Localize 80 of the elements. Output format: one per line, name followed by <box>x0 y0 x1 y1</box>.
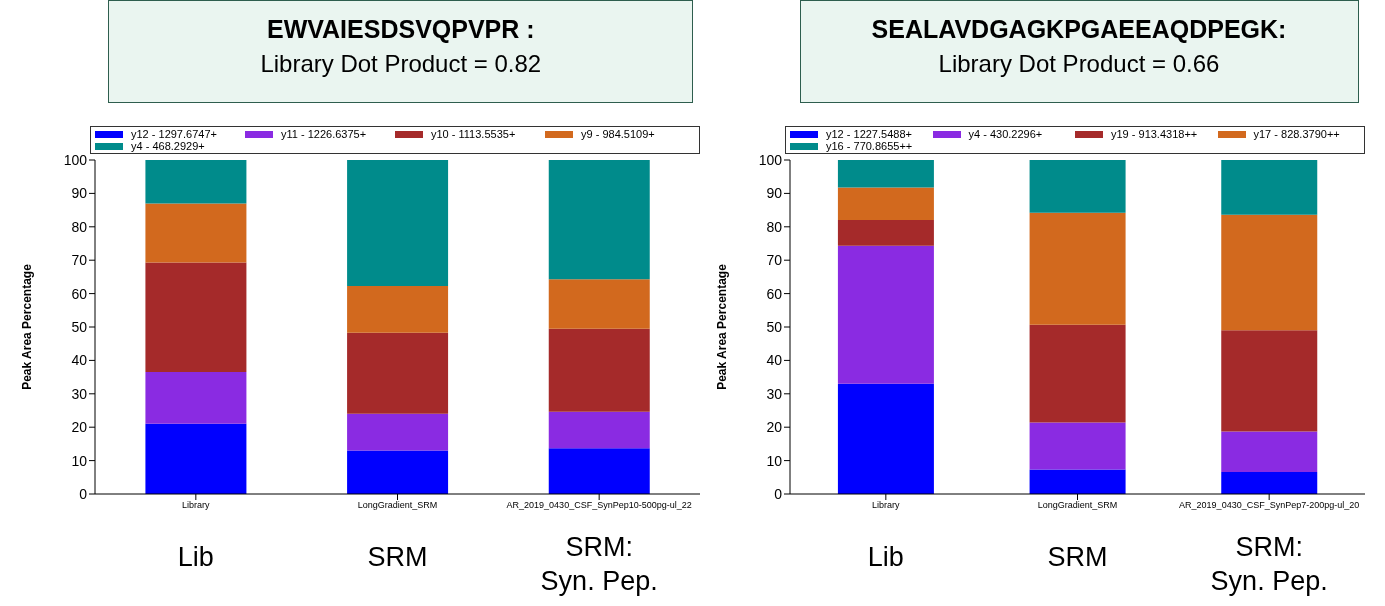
legend-label: y11 - 1226.6375+ <box>280 128 368 140</box>
x-tick-label: AR_2019_0430_CSF_SynPep10-500pg-ul_22 <box>506 500 692 511</box>
bar <box>837 160 934 188</box>
bar <box>837 245 934 384</box>
chart-subtitle: Library Dot Product = 0.66 <box>937 50 1221 78</box>
x-tick-label: Library <box>182 500 211 511</box>
bar <box>837 220 934 246</box>
chart-subtitle: Library Dot Product = 0.82 <box>259 50 543 78</box>
text: Lib <box>176 541 215 574</box>
y-tick-label: 60 <box>71 285 88 302</box>
legend-label: y16 - 770.8655++ <box>825 140 914 152</box>
bar <box>1221 330 1318 432</box>
bar <box>347 160 449 286</box>
text: Lib <box>866 541 905 574</box>
y-tick-label: 90 <box>71 185 88 202</box>
y-tick-label: 0 <box>774 485 783 502</box>
bar <box>145 262 247 373</box>
bar <box>1029 324 1126 423</box>
bar <box>548 448 650 494</box>
legend-label: y4 - 468.2929+ <box>130 140 206 152</box>
legend-label: y19 - 913.4318++ <box>1110 128 1199 140</box>
text: SRM: Syn. Pep. <box>539 531 659 598</box>
x-tick-label: LongGradient_SRM <box>1037 500 1118 511</box>
y-tick-label: 100 <box>63 151 88 168</box>
bar <box>347 285 449 333</box>
y-tick-label: 20 <box>766 419 783 436</box>
legend-label: y17 - 828.3790++ <box>1252 128 1341 140</box>
bar <box>347 450 449 494</box>
y-tick-label: 0 <box>79 485 88 502</box>
y-tick-label: 70 <box>766 252 783 269</box>
legend-label: y10 - 1113.5535+ <box>430 128 517 140</box>
bar <box>1029 212 1126 325</box>
bar <box>145 160 247 204</box>
y-tick-label: 80 <box>71 218 88 235</box>
bar <box>837 187 934 221</box>
bar <box>548 279 650 329</box>
bar <box>1221 214 1318 331</box>
text: SRM <box>366 541 429 574</box>
y-axis-title: Peak Area Percentage <box>715 263 730 390</box>
legend-label: y12 - 1227.5488+ <box>825 128 913 140</box>
y-tick-label: 40 <box>71 352 88 369</box>
bar <box>347 413 449 451</box>
legend-label: y4 - 430.2296+ <box>967 128 1044 140</box>
bar <box>548 328 650 412</box>
bar <box>1029 160 1126 213</box>
y-tick-label: 100 <box>758 151 783 168</box>
bar <box>145 203 247 263</box>
y-tick-label: 20 <box>71 419 88 436</box>
bar <box>548 160 650 280</box>
y-tick-label: 40 <box>766 352 783 369</box>
y-tick-label: 10 <box>766 452 783 469</box>
bar <box>145 423 247 494</box>
y-tick-label: 10 <box>71 452 88 469</box>
text: SRM <box>1046 541 1109 574</box>
y-axis-title: Peak Area Percentage <box>20 263 35 390</box>
y-tick-label: 50 <box>71 318 88 335</box>
bar <box>145 372 247 424</box>
chart-title: SEALAVDGAGKPGAEEAQDPEGK: <box>870 15 1288 44</box>
bar <box>1221 431 1318 472</box>
y-tick-label: 70 <box>71 252 88 269</box>
bar <box>1029 422 1126 470</box>
y-tick-label: 80 <box>766 218 783 235</box>
legend-label: y12 - 1297.6747+ <box>130 128 218 140</box>
x-tick-label: AR_2019_0430_CSF_SynPep7-200pg-ul_20 <box>1179 500 1360 511</box>
y-tick-label: 60 <box>766 285 783 302</box>
bar <box>347 332 449 414</box>
bar <box>1029 469 1126 494</box>
bar <box>548 411 650 449</box>
y-tick-label: 90 <box>766 185 783 202</box>
legend-label: y9 - 984.5109+ <box>580 128 656 140</box>
bar <box>1221 160 1318 215</box>
y-tick-label: 30 <box>766 385 783 402</box>
bar <box>1221 471 1318 494</box>
x-tick-label: Library <box>872 500 901 511</box>
bar <box>837 383 934 494</box>
y-tick-label: 50 <box>766 318 783 335</box>
chart-title: EWVAIESDSVQPVPR : <box>265 15 536 44</box>
y-tick-label: 30 <box>71 385 88 402</box>
text: SRM: Syn. Pep. <box>1209 531 1329 598</box>
x-tick-label: LongGradient_SRM <box>357 500 438 511</box>
